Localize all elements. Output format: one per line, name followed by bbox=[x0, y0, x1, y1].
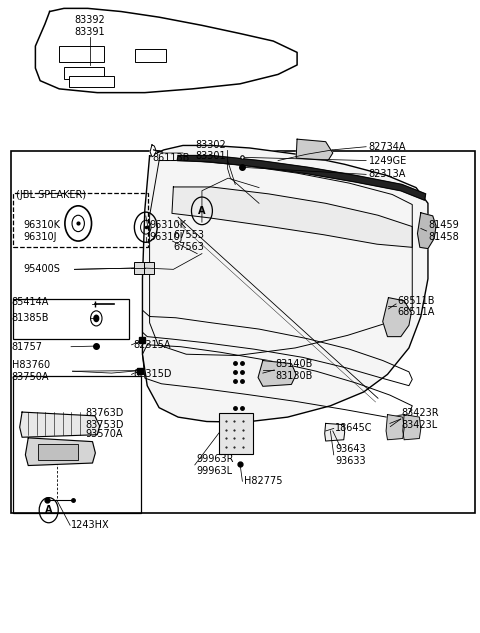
Text: 83423R
83423L: 83423R 83423L bbox=[402, 408, 439, 430]
Polygon shape bbox=[150, 145, 156, 157]
Text: 93570A: 93570A bbox=[85, 429, 123, 439]
Text: 96310K
96310J: 96310K 96310J bbox=[150, 220, 187, 242]
Polygon shape bbox=[20, 412, 100, 437]
Bar bbox=[69, 76, 114, 87]
Bar bbox=[59, 46, 104, 62]
Text: 1249GE: 1249GE bbox=[369, 156, 407, 166]
Bar bbox=[12, 375, 141, 513]
Polygon shape bbox=[418, 213, 436, 249]
Text: A: A bbox=[45, 505, 52, 515]
Polygon shape bbox=[143, 146, 428, 422]
Text: 67553
67563: 67553 67563 bbox=[173, 230, 204, 252]
Bar bbox=[64, 68, 104, 78]
Text: 81757: 81757 bbox=[12, 342, 43, 352]
Bar bbox=[135, 49, 166, 62]
Text: 96310K
96310J: 96310K 96310J bbox=[24, 220, 60, 242]
Text: 83392
83391: 83392 83391 bbox=[75, 15, 106, 37]
Text: A: A bbox=[198, 206, 206, 216]
Polygon shape bbox=[36, 8, 297, 92]
Polygon shape bbox=[296, 139, 333, 161]
Text: 85414A: 85414A bbox=[12, 297, 49, 307]
Bar bbox=[12, 192, 148, 248]
Polygon shape bbox=[324, 423, 345, 441]
Bar bbox=[11, 151, 475, 513]
Text: 99963R
99963L: 99963R 99963L bbox=[196, 454, 234, 476]
Polygon shape bbox=[177, 156, 426, 200]
Polygon shape bbox=[258, 361, 296, 386]
Text: (JBL SPEAKER): (JBL SPEAKER) bbox=[16, 189, 86, 199]
Text: 93643
93633: 93643 93633 bbox=[335, 444, 366, 466]
Polygon shape bbox=[25, 438, 96, 465]
Bar bbox=[12, 299, 129, 339]
Text: 83763D
83753D: 83763D 83753D bbox=[85, 408, 124, 430]
Text: 1243HX: 1243HX bbox=[71, 520, 110, 530]
Bar bbox=[144, 263, 155, 273]
Text: 82315A: 82315A bbox=[133, 340, 170, 350]
Text: 82313A: 82313A bbox=[369, 170, 406, 179]
Bar bbox=[134, 263, 145, 273]
Text: H82775: H82775 bbox=[244, 476, 282, 486]
Bar bbox=[38, 444, 78, 460]
Text: 83302
83301: 83302 83301 bbox=[195, 140, 226, 161]
Circle shape bbox=[94, 315, 99, 322]
Polygon shape bbox=[403, 415, 421, 440]
Text: 81385B: 81385B bbox=[12, 313, 49, 323]
Bar bbox=[219, 413, 253, 454]
Text: 83140B
83130B: 83140B 83130B bbox=[276, 359, 313, 381]
Text: 86113B: 86113B bbox=[152, 153, 190, 163]
Polygon shape bbox=[386, 415, 404, 440]
Text: 82315D: 82315D bbox=[133, 369, 171, 379]
Text: 18645C: 18645C bbox=[335, 423, 372, 434]
Polygon shape bbox=[172, 187, 412, 248]
Text: H83760
83750A: H83760 83750A bbox=[12, 360, 50, 382]
Text: 68511B
68511A: 68511B 68511A bbox=[397, 296, 434, 317]
Text: 81459
81458: 81459 81458 bbox=[428, 220, 459, 242]
Text: 82734A: 82734A bbox=[369, 142, 406, 152]
Text: 95400S: 95400S bbox=[24, 265, 60, 274]
Polygon shape bbox=[383, 298, 411, 337]
